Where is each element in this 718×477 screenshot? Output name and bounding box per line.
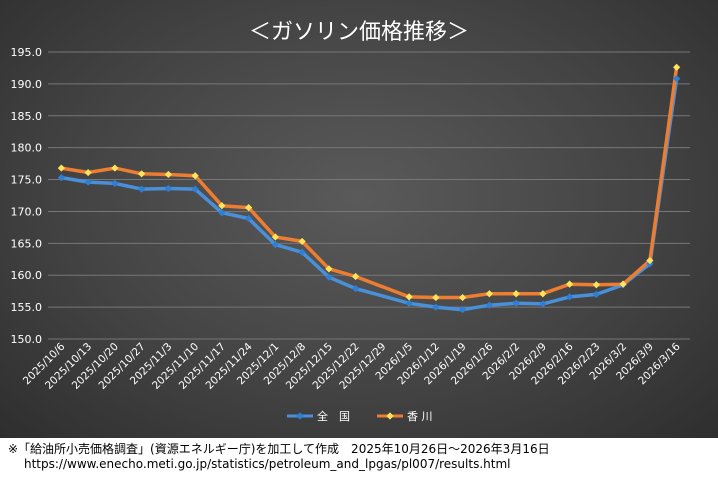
data-point-1 <box>432 293 440 302</box>
line-chart: ＜ガソリン価格推移＞ 150.0 155.0 160.0 165.0 170.0 175.… <box>11 20 690 423</box>
data-point-1 <box>84 168 92 177</box>
source-footnote: ※「給油所小売価格調査」(資源エネルギー庁)を加工して作成 2025年10月26… <box>8 442 714 472</box>
data-point-1 <box>245 204 253 212</box>
y-tick-label: 170.0 <box>11 205 43 218</box>
data-point-0 <box>459 306 467 314</box>
y-tick-label: 165.0 <box>11 237 43 250</box>
data-point-0 <box>539 300 547 308</box>
data-point-1 <box>218 202 226 210</box>
chart-area: ＜ガソリン価格推移＞ 150.0 155.0 160.0 165.0 170.0 175.… <box>0 0 718 438</box>
data-point-0 <box>111 179 119 187</box>
data-point-1 <box>459 293 467 302</box>
data-point-0 <box>566 293 574 301</box>
y-tick-label: 195.0 <box>11 46 43 59</box>
legend-swatch-marker <box>296 412 304 420</box>
legend-entry: 香 川 <box>407 410 433 423</box>
data-point-1 <box>566 280 574 288</box>
data-point-1 <box>405 293 413 301</box>
data-point-0 <box>57 174 65 182</box>
data-point-1 <box>539 290 547 298</box>
y-tick-label: 160.0 <box>11 269 43 282</box>
data-point-0 <box>138 185 146 193</box>
data-point-0 <box>164 184 172 193</box>
y-tick-label: 155.0 <box>11 301 43 314</box>
data-point-0 <box>673 75 681 83</box>
data-point-1 <box>619 280 627 288</box>
data-point-1 <box>325 265 333 273</box>
data-point-1 <box>111 164 119 172</box>
data-point-0 <box>271 241 279 249</box>
data-point-0 <box>592 290 600 298</box>
data-point-1 <box>138 170 146 178</box>
data-point-0 <box>432 303 440 311</box>
data-point-1 <box>352 272 360 281</box>
data-point-0 <box>352 285 360 293</box>
data-point-0 <box>84 178 92 186</box>
y-tick-label: 180.0 <box>11 142 43 155</box>
legend-entry: 全 国 <box>317 409 350 423</box>
data-point-1 <box>673 63 681 71</box>
data-point-0 <box>325 273 333 281</box>
y-tick-label: 190.0 <box>11 78 43 91</box>
data-point-0 <box>245 214 253 223</box>
data-point-0 <box>485 301 493 309</box>
legend-swatch-marker <box>386 412 394 420</box>
data-point-0 <box>512 299 520 307</box>
footnote-url: https://www.enecho.meti.go.jp/statistics… <box>24 457 511 471</box>
data-point-1 <box>298 237 306 246</box>
data-point-1 <box>191 172 199 180</box>
data-point-0 <box>298 248 306 256</box>
data-point-1 <box>592 281 600 289</box>
data-point-1 <box>164 170 172 179</box>
y-tick-label: 150.0 <box>11 333 43 346</box>
data-point-1 <box>271 233 279 241</box>
data-point-1 <box>57 164 65 172</box>
data-point-0 <box>405 299 413 307</box>
data-point-0 <box>218 209 226 217</box>
footnote-source: ※「給油所小売価格調査」(資源エネルギー庁)を加工して作成 2025年10月26… <box>8 442 550 456</box>
y-tick-label: 175.0 <box>11 174 43 187</box>
y-tick-label: 185.0 <box>11 110 43 123</box>
data-point-0 <box>191 185 199 193</box>
data-point-1 <box>512 290 520 298</box>
series-line-1 <box>61 67 679 300</box>
data-point-1 <box>646 256 654 265</box>
data-point-1 <box>485 290 493 298</box>
chart-title: ＜ガソリン価格推移＞ <box>249 20 469 45</box>
